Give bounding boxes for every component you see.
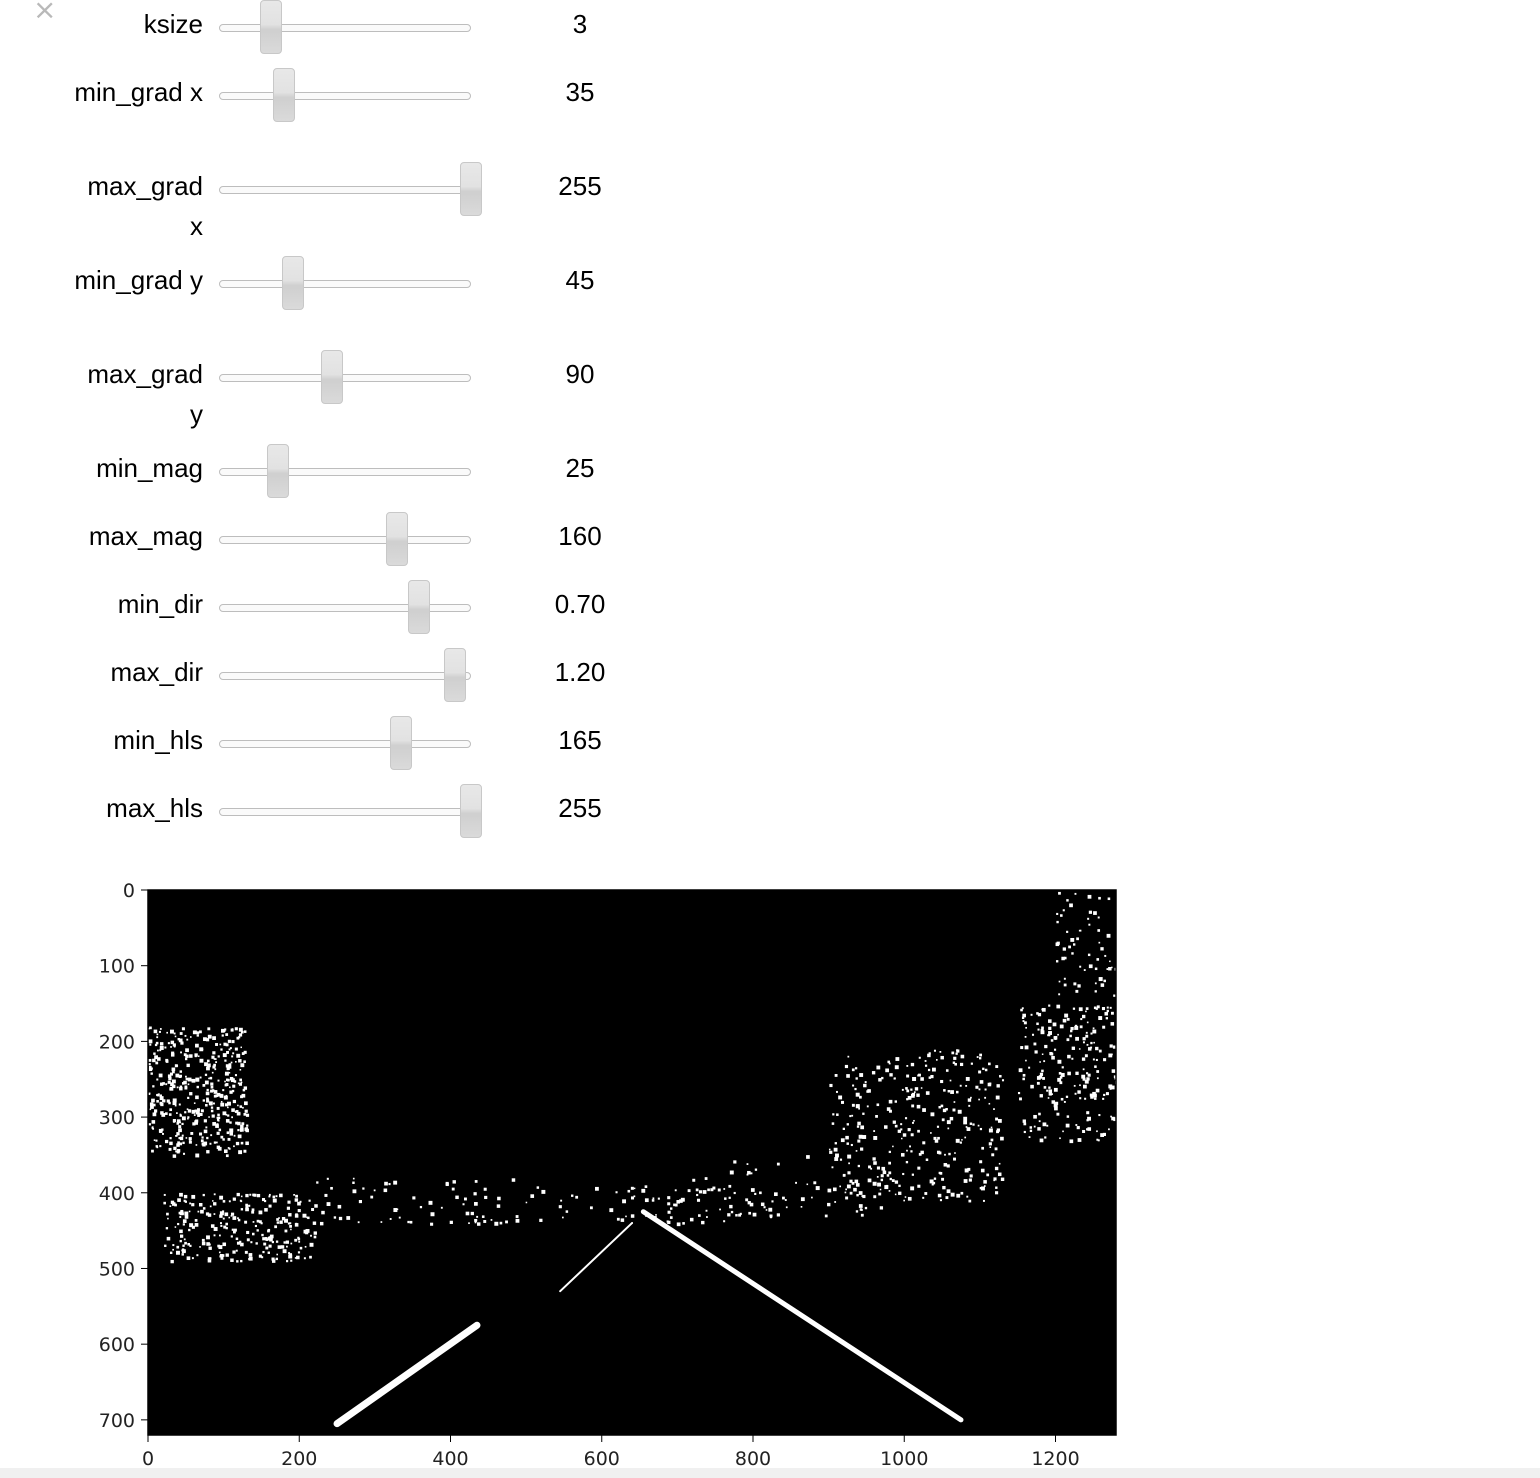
y-tick-label: 200 (99, 1031, 135, 1053)
slider-track[interactable] (219, 92, 471, 100)
slider-label: max_grad x (87, 171, 203, 241)
slider-row-ksize: ksize 3 (0, 0, 700, 60)
slider-handle[interactable] (385, 512, 408, 566)
slider-value: 45 (565, 265, 595, 295)
slider-label: max_grad y (87, 359, 203, 429)
slider-handle[interactable] (460, 162, 482, 216)
x-tick-label: 400 (432, 1448, 468, 1470)
x-tick-label: 1200 (1031, 1448, 1079, 1470)
slider-track[interactable] (219, 374, 471, 382)
slider-label: min_grad x (74, 77, 203, 107)
y-axis: 0 100 200 300 400 500 600 700 (99, 880, 148, 1432)
slider-track[interactable] (219, 24, 471, 32)
edge-pixels (148, 891, 1120, 1264)
slider-track[interactable] (219, 280, 471, 288)
lane-line (559, 1222, 633, 1293)
slider-handle[interactable] (390, 716, 413, 770)
slider-label: max_dir (110, 657, 203, 687)
slider-value: 165 (558, 725, 602, 755)
slider-handle[interactable] (282, 256, 305, 310)
slider-label: min_mag (96, 453, 203, 483)
lane-line (333, 1321, 481, 1428)
y-tick-label: 100 (99, 956, 135, 978)
slider-value: 35 (565, 77, 595, 107)
slider-row-max-dir: max_dir 1.20 (0, 648, 700, 708)
axes-frame (147, 889, 1117, 1436)
slider-row-max-grad-y: max_grad y 90 (0, 350, 700, 429)
slider-value: 255 (558, 793, 602, 823)
slider-label: max_mag (88, 521, 203, 551)
x-tick-label: 800 (735, 1448, 771, 1470)
slider-value: 25 (565, 453, 595, 483)
slider-handle[interactable] (320, 350, 343, 404)
scroll-area-edge (0, 1468, 1540, 1478)
y-tick-label: 600 (99, 1334, 135, 1356)
slider-label: min_hls (113, 725, 203, 755)
slider-handle[interactable] (266, 444, 289, 498)
slider-handle[interactable] (408, 580, 431, 634)
x-tick-label: 600 (584, 1448, 620, 1470)
slider-label: min_dir (117, 589, 203, 619)
y-tick-label: 300 (99, 1107, 135, 1129)
close-icon[interactable]: × (33, 0, 57, 26)
slider-row-min-hls: min_hls 165 (0, 716, 700, 776)
slider-label: min_grad y (74, 265, 203, 295)
slider-value: 3 (572, 9, 588, 39)
slider-value: 1.20 (554, 657, 606, 687)
slider-row-min-grad-y: min_grad y 45 (0, 256, 700, 316)
binary-image-plot: 0 200 400 600 800 1000 1200 0 100 200 300 400 500 60… (99, 880, 1120, 1470)
slider-handle[interactable] (444, 648, 467, 702)
slider-handle[interactable] (273, 68, 296, 122)
x-tick-label: 1000 (880, 1448, 928, 1470)
slider-track[interactable] (219, 740, 471, 748)
x-tick-label: 0 (142, 1448, 154, 1470)
x-axis: 0 200 400 600 800 1000 1200 (142, 1435, 1080, 1470)
slider-row-max-hls: max_hls 255 (0, 784, 700, 844)
slider-value: 255 (558, 171, 602, 201)
slider-track[interactable] (219, 808, 471, 816)
slider-track[interactable] (219, 186, 471, 194)
x-tick-label: 200 (281, 1448, 317, 1470)
image-background (148, 890, 1116, 1435)
slider-row-max-mag: max_mag 160 (0, 512, 700, 572)
slider-label: max_hls (106, 793, 203, 823)
slider-handle[interactable] (259, 0, 282, 54)
y-tick-label: 700 (99, 1410, 135, 1432)
slider-handle[interactable] (460, 784, 482, 838)
slider-row-min-dir: min_dir 0.70 (0, 580, 700, 640)
slider-label: ksize (143, 9, 203, 39)
slider-value: 0.70 (554, 589, 606, 619)
slider-value: 160 (558, 521, 602, 551)
slider-row-min-mag: min_mag 25 (0, 444, 700, 504)
slider-row-max-grad-x: max_grad x 255 (0, 162, 700, 241)
slider-track[interactable] (219, 604, 471, 612)
y-tick-label: 400 (99, 1183, 135, 1205)
slider-value: 90 (565, 359, 595, 389)
slider-track[interactable] (219, 468, 471, 476)
lane-lines (333, 1209, 964, 1428)
lane-line (640, 1209, 964, 1423)
slider-track[interactable] (219, 536, 471, 544)
y-tick-label: 0 (123, 880, 135, 902)
slider-row-min-grad-x: min_grad x 35 (0, 68, 700, 128)
y-tick-label: 500 (99, 1258, 135, 1280)
slider-track[interactable] (219, 672, 471, 680)
